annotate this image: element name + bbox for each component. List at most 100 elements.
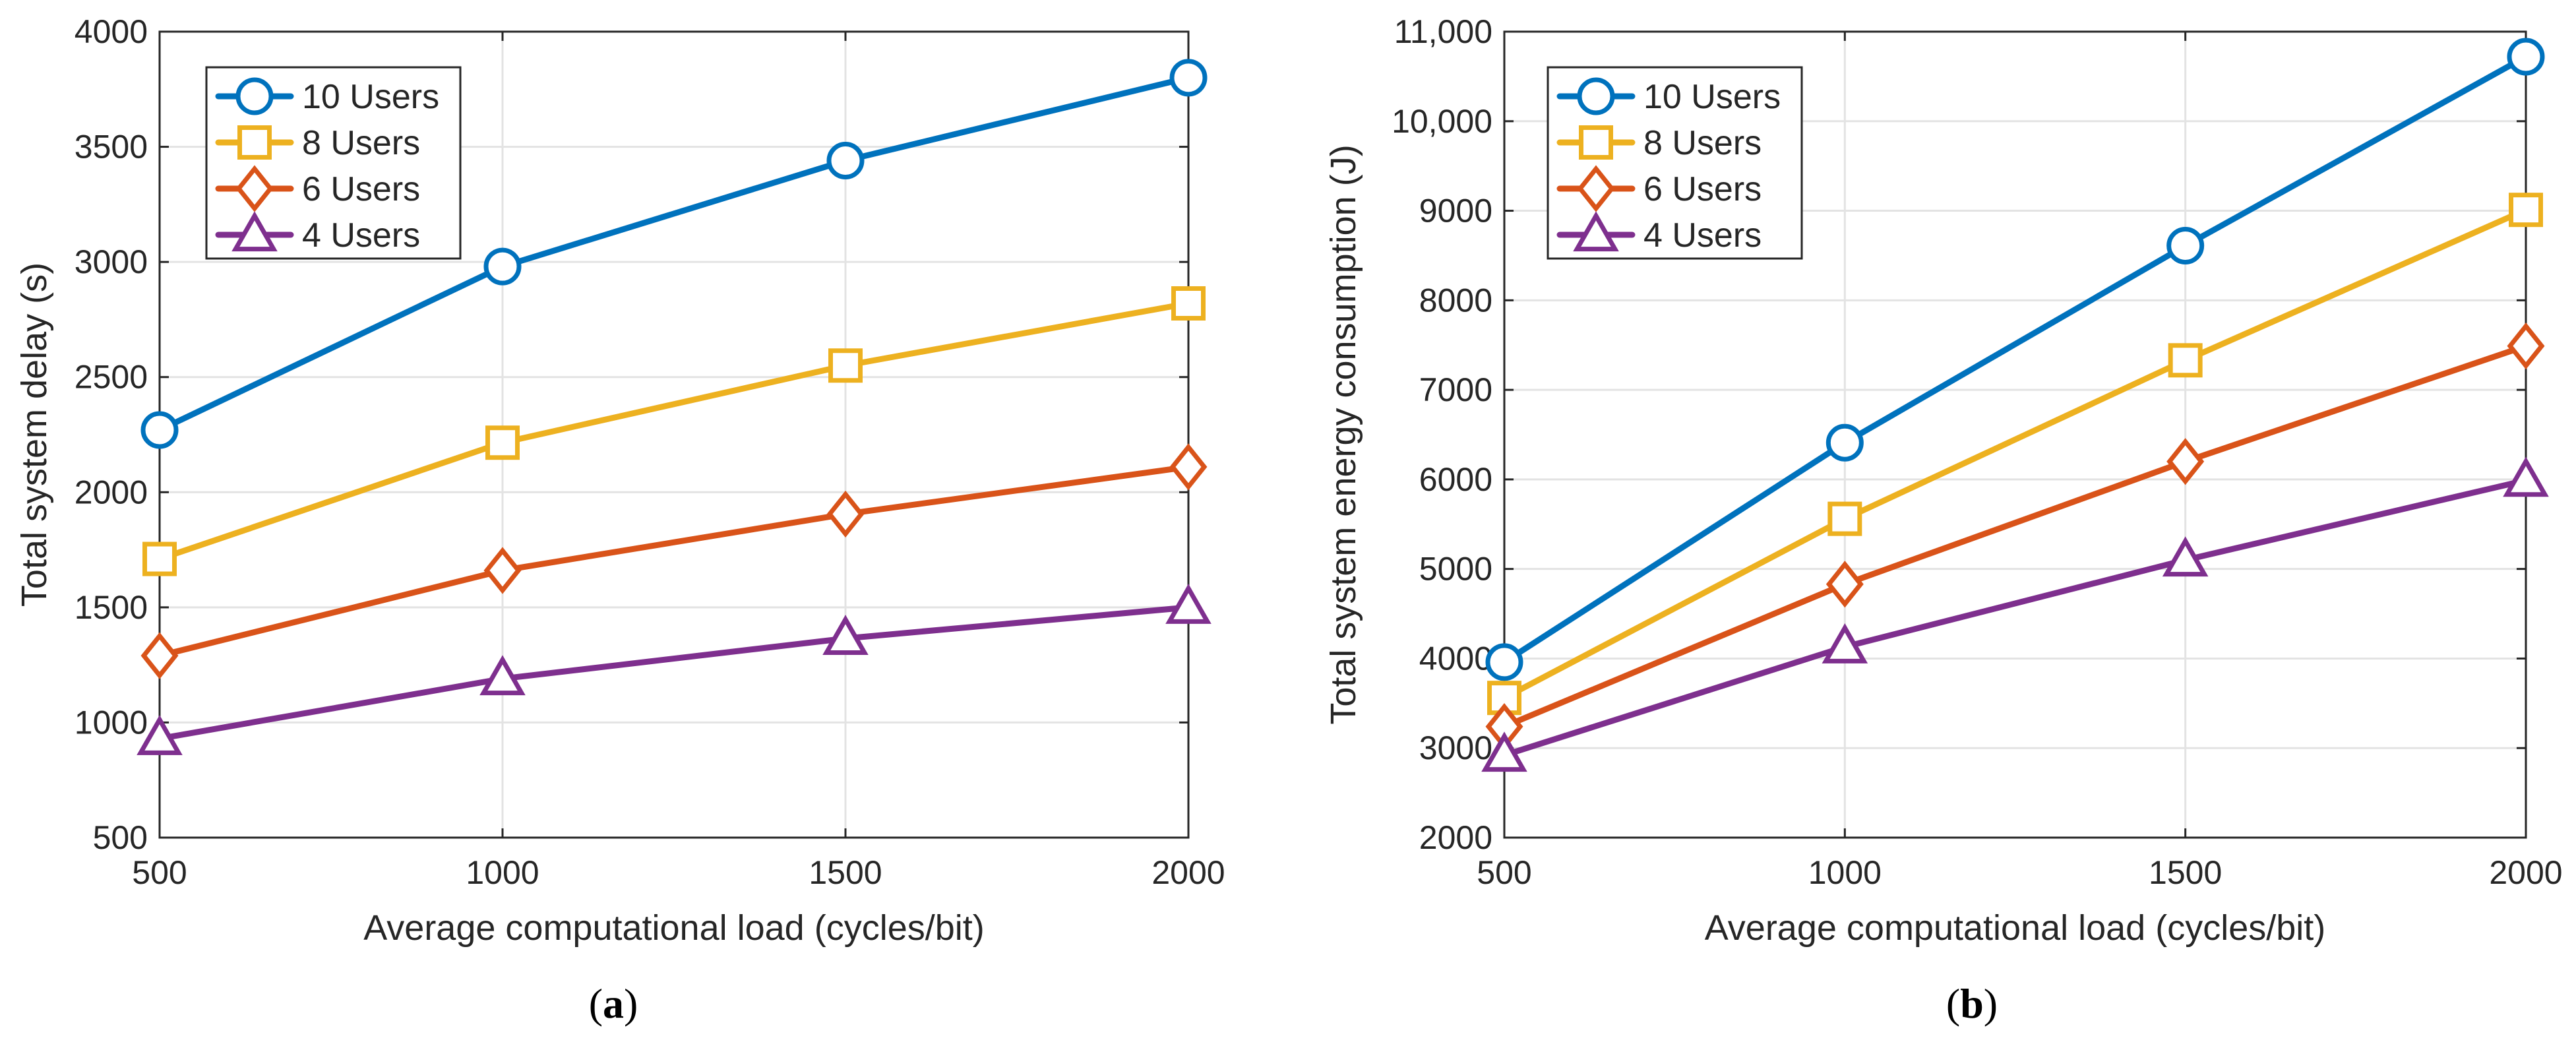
chart-panel-b: 2000 3000 4000 5000 6000 7000 8000 9000 10,000 11…: [1324, 13, 2563, 1027]
data-point: [2162, 536, 2209, 577]
data-point: [826, 490, 865, 538]
y-tick-label: 3500: [75, 129, 148, 166]
series-line: [156, 464, 1192, 659]
legend-item: 10 Users: [215, 77, 439, 116]
series-line: [156, 604, 1192, 742]
series-4-users: [1481, 456, 2549, 772]
legend-label: 10 Users: [302, 78, 439, 116]
axis-ticks: 500 1000 1500 2000 2500 3000 3500 4000 500 1000 15…: [75, 13, 1225, 891]
series-line: [1501, 53, 2529, 665]
legend-label: 10 Users: [1643, 78, 1781, 116]
data-point: [822, 615, 869, 656]
x-tick-label: 500: [132, 854, 187, 891]
x-axis-label: Average computational load (cycles/bit): [1705, 908, 2326, 948]
y-tick-label: 2500: [75, 359, 148, 396]
x-tick-label: 2000: [2489, 854, 2562, 891]
x-axis-label: Average computational load (cycles/bit): [363, 908, 985, 948]
data-point: [2509, 193, 2543, 228]
caption-paren-open: (: [1946, 980, 1960, 1027]
legend-label: 8 Users: [1643, 124, 1762, 162]
y-tick-label: 2000: [1419, 819, 1492, 856]
x-tick-label: 1000: [466, 854, 539, 891]
data-point: [479, 655, 526, 696]
y-tick-label: 3000: [75, 243, 148, 280]
legend-item: 4 Users: [1556, 211, 1762, 255]
chart-panel-a: 500 1000 1500 2000 2500 3000 3500 4000 500 1000 15…: [15, 13, 1225, 1027]
y-tick-label: 5000: [1419, 551, 1492, 588]
y-tick-label: 6000: [1419, 461, 1492, 498]
x-tick-label: 1500: [809, 854, 882, 891]
series-8-users: [142, 286, 1206, 576]
data-point: [826, 142, 865, 180]
data-point: [483, 247, 522, 286]
x-tick-label: 1500: [2149, 854, 2222, 891]
axes-frame: [1503, 30, 2527, 839]
legend: 10 Users 8 Users 6 Users 4 Users: [205, 66, 462, 260]
legend-marker: [237, 125, 272, 160]
y-tick-label: 1500: [75, 589, 148, 626]
legend-label: 6 Users: [302, 170, 420, 208]
legend-label: 4 Users: [1643, 216, 1762, 255]
y-tick-label: 500: [93, 819, 148, 856]
caption-paren-close: ): [1984, 980, 1998, 1027]
data-point: [1825, 423, 1864, 462]
y-tick-label: 4000: [75, 13, 148, 50]
data-point: [1171, 286, 1206, 321]
legend-item: 8 Users: [1556, 124, 1762, 162]
series-line: [156, 300, 1192, 563]
data-point: [140, 411, 179, 449]
data-point: [1822, 623, 1868, 663]
data-point: [2503, 456, 2549, 497]
data-point: [1165, 584, 1211, 624]
data-point: [1827, 501, 1862, 536]
series-line: [156, 75, 1192, 433]
series-line: [1501, 477, 2529, 758]
y-tick-label: 2000: [75, 474, 148, 510]
legend-marker: [231, 211, 278, 252]
data-point: [2168, 343, 2203, 378]
series-8-users: [1487, 193, 2543, 716]
data-point: [140, 632, 179, 679]
data-point: [1825, 561, 1864, 608]
data-point: [2166, 227, 2205, 265]
legend: 10 Users 8 Users 6 Users 4 Users: [1547, 66, 1803, 260]
x-tick-label: 2000: [1151, 854, 1225, 891]
legend-marker: [235, 77, 274, 115]
y-tick-label: 7000: [1419, 371, 1492, 408]
x-tick-label: 1000: [1808, 854, 1882, 891]
series-10-users: [1485, 38, 2545, 681]
axis-ticks: 2000 3000 4000 5000 6000 7000 8000 9000 10,000 11…: [1392, 13, 2563, 891]
data-point: [1169, 59, 1208, 97]
caption-paren-close: ): [624, 980, 638, 1027]
y-axis-label: Total system energy consumption (J): [1324, 144, 1363, 724]
data-point: [1481, 731, 1527, 772]
panel-caption: (a): [589, 980, 638, 1027]
data-point: [142, 541, 177, 576]
data-point: [828, 348, 863, 383]
x-tick-label: 500: [1477, 854, 1531, 891]
legend-marker: [1573, 211, 1619, 252]
data-point: [1169, 443, 1208, 491]
y-tick-label: 1000: [75, 704, 148, 741]
y-axis-label: Total system delay (s): [15, 262, 54, 607]
series-10-users: [140, 59, 1208, 449]
panel-caption: (b): [1946, 980, 1998, 1027]
y-tick-label: 8000: [1419, 282, 1492, 319]
data-point: [1485, 643, 1523, 681]
series-line: [1501, 343, 2529, 730]
y-tick-label: 11,000: [1394, 13, 1492, 50]
legend-item: 6 Users: [215, 165, 420, 212]
legend-label: 8 Users: [302, 124, 420, 162]
caption-paren-open: (: [589, 980, 603, 1027]
series-line: [1501, 206, 2529, 701]
legend-item: 4 Users: [215, 211, 420, 255]
data-point: [137, 715, 183, 755]
legend-label: 4 Users: [302, 216, 420, 255]
caption-letter: b: [1960, 980, 1984, 1027]
data-point: [2507, 38, 2545, 76]
data-point: [485, 425, 520, 460]
legend-label: 6 Users: [1643, 170, 1762, 208]
series-4-users: [137, 584, 1211, 755]
y-tick-label: 3000: [1419, 729, 1492, 766]
